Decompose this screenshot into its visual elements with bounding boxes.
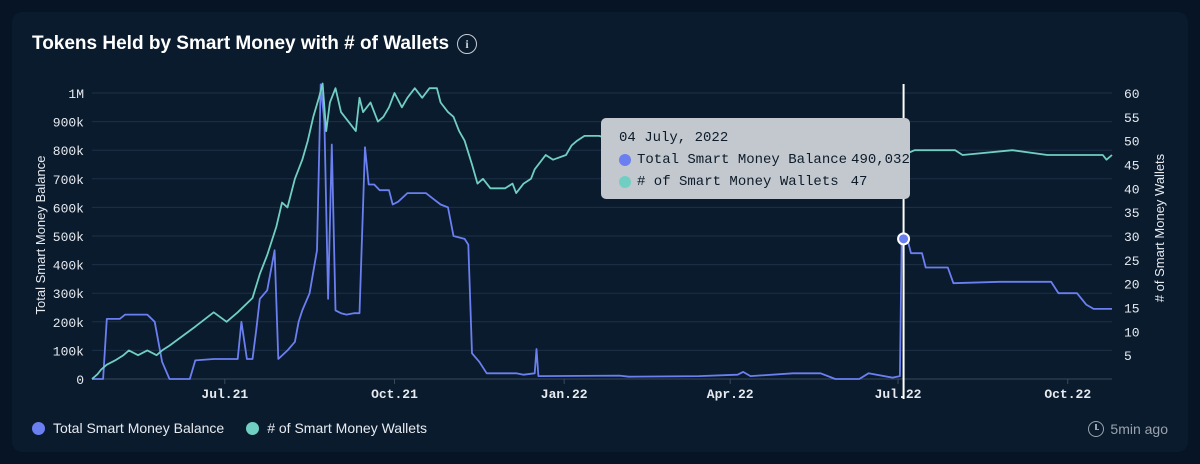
- series-line-balance: [92, 83, 1112, 380]
- legend-wallets-swatch: [246, 421, 260, 435]
- legend-wallets-label: # of Smart Money Wallets: [267, 420, 427, 436]
- x-tick-label: Oct.22: [1044, 387, 1091, 402]
- legend-balance-swatch: [32, 421, 45, 435]
- y-left-tick-label: 1M: [68, 87, 84, 102]
- y-left-tick-label: 900k: [53, 116, 84, 131]
- chart-tooltip: 04 July, 2022 Total Smart Money Balance …: [601, 118, 910, 199]
- clock-refresh-icon[interactable]: [1088, 421, 1105, 437]
- tooltip-wallets-value: 47: [850, 174, 868, 190]
- legend-item-balance[interactable]: Total Smart Money Balance: [32, 420, 224, 436]
- legend-item-wallets[interactable]: # of Smart Money Wallets: [246, 420, 427, 436]
- tooltip-balance-dot: [619, 154, 631, 166]
- y-left-tick-label: 300k: [53, 287, 84, 302]
- y-right-tick-label: 50: [1124, 135, 1140, 150]
- tooltip-wallets-label: # of Smart Money Wallets: [637, 174, 839, 190]
- x-tick-label: Jul.21: [201, 387, 248, 402]
- x-tick-label: Jul.22: [875, 387, 922, 402]
- x-tick-label: Jan.22: [541, 387, 588, 402]
- y-left-tick-label: 700k: [53, 173, 84, 188]
- tooltip-balance-label: Total Smart Money Balance: [637, 152, 848, 168]
- y-axis-left-label: Total Smart Money Balance: [33, 156, 48, 315]
- tooltip-wallets-dot: [619, 176, 631, 188]
- y-right-tick-label: 25: [1124, 254, 1140, 269]
- y-right-tick-label: 35: [1124, 206, 1140, 221]
- y-left-tick-label: 0: [76, 373, 84, 388]
- y-left-tick-label: 100k: [53, 344, 84, 359]
- y-right-tick-label: 15: [1124, 302, 1140, 317]
- hover-point-balance: [897, 232, 911, 246]
- y-right-tick-label: 10: [1124, 325, 1140, 340]
- y-right-tick-label: 40: [1124, 182, 1140, 197]
- y-right-tick-label: 30: [1124, 230, 1140, 245]
- last-updated-text: 5min ago: [1110, 421, 1168, 437]
- chart-title-text: Tokens Held by Smart Money with # of Wal…: [32, 33, 450, 54]
- legend-balance-label: Total Smart Money Balance: [53, 420, 225, 436]
- x-tick-label: Oct.21: [371, 387, 418, 402]
- x-tick-label: Apr.22: [707, 387, 754, 402]
- chart-legend: Total Smart Money Balance # of Smart Mon…: [32, 420, 427, 436]
- y-right-tick-label: 5: [1124, 349, 1132, 364]
- tooltip-row-wallets: # of Smart Money Wallets 47: [619, 174, 867, 190]
- last-updated: 5min ago: [1088, 421, 1168, 437]
- y-left-tick-label: 500k: [53, 230, 84, 245]
- y-left-tick-label: 600k: [53, 201, 84, 216]
- y-left-tick-label: 400k: [53, 259, 84, 274]
- y-right-tick-label: 60: [1124, 87, 1140, 102]
- chart-title: Tokens Held by Smart Money with # of Wal…: [32, 33, 478, 55]
- tooltip-date: 04 July, 2022: [619, 130, 729, 146]
- y-right-tick-label: 55: [1124, 111, 1140, 126]
- y-left-tick-label: 800k: [53, 144, 84, 159]
- y-right-tick-label: 45: [1124, 159, 1140, 174]
- tooltip-row-balance: Total Smart Money Balance 490,032: [619, 152, 910, 168]
- info-icon[interactable]: i: [457, 34, 478, 54]
- y-left-tick-label: 200k: [53, 316, 84, 331]
- y-right-tick-label: 20: [1124, 278, 1140, 293]
- tooltip-balance-value: 490,032: [851, 152, 910, 168]
- y-axis-right-label: # of Smart Money Wallets: [1152, 153, 1167, 302]
